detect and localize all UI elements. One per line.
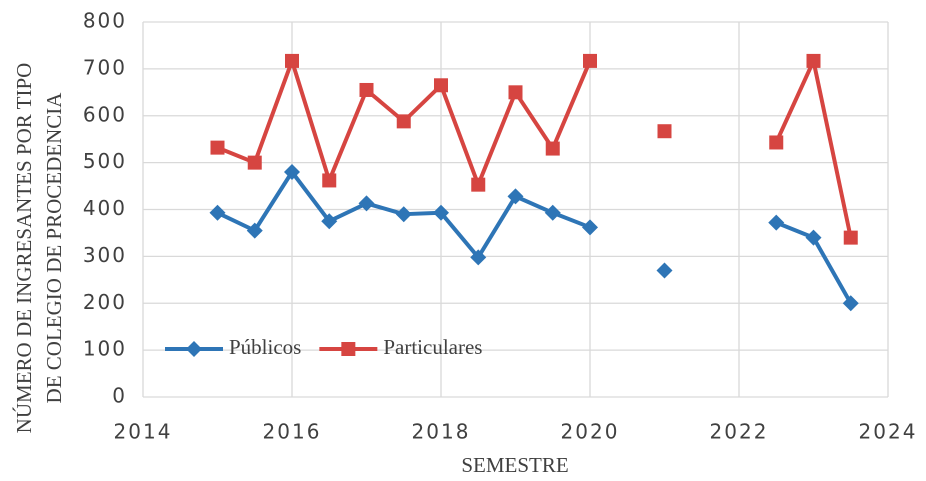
data-point [321, 213, 338, 230]
y-axis-label: DE COLEGIO DE PROCEDENCIA [42, 92, 66, 404]
data-point [657, 124, 672, 139]
y-tick-label: 600 [83, 102, 127, 126]
data-point [359, 82, 374, 97]
x-tick-label: 2020 [561, 420, 620, 444]
data-point [583, 53, 597, 68]
y-tick-label: 700 [83, 55, 127, 79]
data-point [471, 177, 486, 192]
data-point [284, 164, 300, 180]
data-point [285, 53, 299, 68]
y-axis-label: NÚMERO DE INGRESANTES POR TIPO [12, 63, 36, 434]
data-point [545, 141, 560, 156]
legend-label: Públicos [229, 335, 301, 359]
data-point [210, 140, 225, 155]
y-tick-label: 300 [83, 243, 127, 267]
data-point [209, 204, 226, 221]
y-tick-label: 200 [83, 290, 127, 314]
data-point [544, 204, 561, 221]
data-point [358, 195, 375, 212]
data-point [843, 230, 858, 245]
data-point [656, 262, 673, 279]
data-point [247, 155, 262, 170]
y-tick-label: 800 [83, 9, 127, 33]
data-point [246, 222, 263, 239]
data-point [769, 135, 784, 150]
x-axis-label: SEMESTRE [461, 453, 568, 477]
y-tick-label: 500 [83, 149, 127, 173]
data-point [842, 295, 859, 312]
data-point [805, 229, 822, 246]
data-point [582, 219, 598, 236]
data-point [395, 206, 412, 223]
data-point [806, 53, 821, 68]
data-point [768, 214, 785, 231]
data-point [470, 249, 487, 266]
y-tick-label: 100 [83, 337, 127, 361]
y-tick-label: 0 [112, 384, 127, 408]
legend-label: Particulares [383, 335, 482, 359]
x-tick-label: 2014 [114, 420, 173, 444]
data-point [322, 173, 337, 188]
data-point [434, 78, 448, 93]
y-tick-label: 400 [83, 196, 127, 220]
data-point [508, 85, 523, 100]
legend-marker [186, 341, 202, 357]
data-point [507, 188, 524, 205]
series-line [216, 58, 853, 239]
x-tick-label: 2022 [710, 420, 769, 444]
x-tick-label: 2018 [412, 420, 471, 444]
data-point [433, 204, 449, 221]
x-tick-label: 2016 [263, 420, 322, 444]
data-point [396, 114, 411, 129]
legend-marker [341, 342, 356, 356]
x-tick-label: 2024 [859, 420, 918, 444]
series-line [216, 170, 853, 305]
